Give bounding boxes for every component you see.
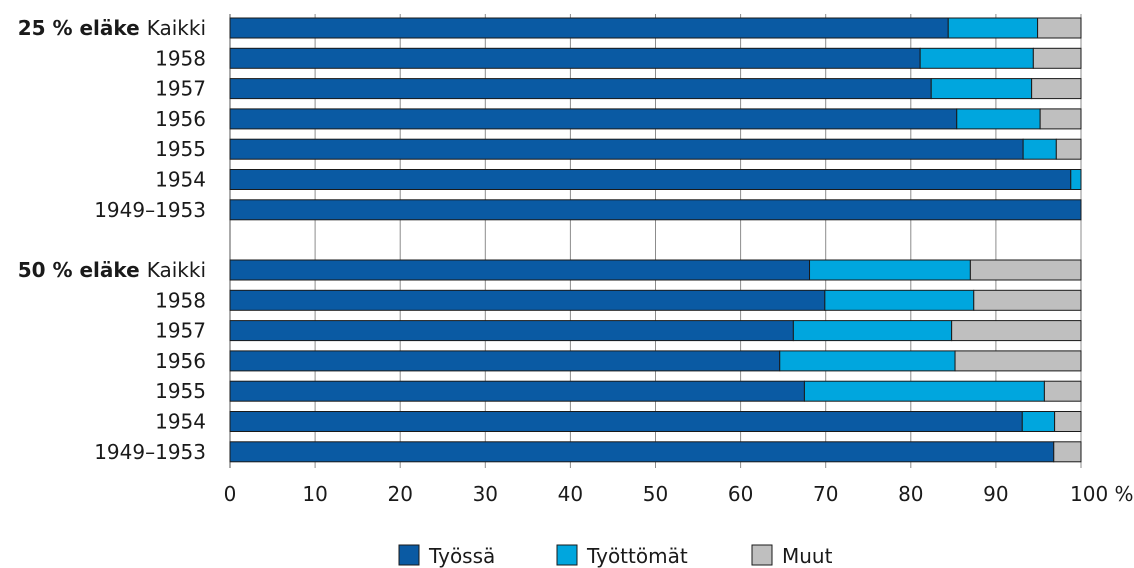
category-label: 1956 bbox=[155, 349, 206, 373]
category-label: 1957 bbox=[155, 77, 206, 101]
bar-segment-muut bbox=[973, 289, 1082, 311]
x-axis-ticks: 0 10 20 30 40 50 60 70 80 90 100 % bbox=[224, 482, 1134, 506]
legend-label: Työttömät bbox=[586, 544, 688, 568]
x-tick-label: 0 bbox=[224, 482, 237, 506]
bar-segment-ty-tt-m-t bbox=[1022, 138, 1057, 160]
bar-segment-ty-tt-m-t bbox=[779, 350, 956, 372]
bar-segment-ty-ss- bbox=[229, 169, 1072, 190]
bar-segment-muut bbox=[951, 320, 1082, 342]
bar-segment-ty-tt-m-t bbox=[919, 47, 1034, 69]
bar-segment-ty-ss- bbox=[229, 259, 811, 281]
category-label: 1956 bbox=[155, 107, 206, 131]
category-label: 1954 bbox=[155, 168, 206, 192]
bar-segment-muut bbox=[969, 259, 1082, 281]
category-label: 1958 bbox=[155, 288, 206, 312]
bar-segment-ty-ss- bbox=[229, 350, 781, 372]
bar-segment-ty-tt-m-t bbox=[930, 78, 1033, 100]
legend-swatch bbox=[751, 544, 773, 566]
bar-segment-ty-ss- bbox=[229, 47, 921, 69]
bar-segment-ty-ss- bbox=[229, 411, 1023, 432]
legend-swatch bbox=[556, 544, 578, 566]
legend-label: Työssä bbox=[428, 544, 495, 568]
legend-label: Muut bbox=[782, 544, 833, 568]
bar-segment-ty-ss- bbox=[229, 78, 932, 100]
bar-segment-ty-tt-m-t bbox=[1021, 411, 1056, 432]
bar-segment-ty-ss- bbox=[229, 138, 1024, 160]
group-prefix-label: 25 % eläke bbox=[18, 16, 147, 40]
bar-segment-muut bbox=[1037, 17, 1082, 39]
x-tick-label: 100 % bbox=[1070, 482, 1134, 506]
bar-segment-ty-ss- bbox=[229, 441, 1055, 463]
bar-segment-ty-tt-m-t bbox=[1070, 169, 1082, 190]
legend: Työssä Työttömät Muut bbox=[398, 544, 833, 568]
category-label: 1949–1953 bbox=[94, 440, 206, 464]
category-label: 1957 bbox=[155, 319, 206, 343]
legend-swatch bbox=[398, 544, 420, 566]
bars bbox=[229, 17, 1082, 463]
category-label: 25 % eläke Kaikki bbox=[18, 16, 206, 40]
category-label: 1958 bbox=[155, 46, 206, 70]
x-tick-label: 80 bbox=[898, 482, 923, 506]
bar-segment-muut bbox=[1055, 138, 1082, 160]
bar-segment-ty-tt-m-t bbox=[803, 380, 1045, 402]
x-tick-label: 90 bbox=[983, 482, 1008, 506]
bar-segment-muut bbox=[1039, 108, 1082, 130]
x-tick-label: 50 bbox=[643, 482, 668, 506]
bar-segment-ty-tt-m-t bbox=[947, 17, 1039, 39]
row-label: Kaikki bbox=[147, 258, 206, 282]
category-labels: 25 % eläke Kaikki 1958 1957 1956 1955 1954 194… bbox=[18, 16, 206, 464]
group-prefix-label: 50 % eläke bbox=[18, 258, 147, 282]
bar-segment-ty-ss- bbox=[229, 289, 826, 311]
bar-segment-ty-ss- bbox=[229, 199, 1082, 221]
category-label: 1949–1953 bbox=[94, 198, 206, 222]
x-tick-label: 30 bbox=[473, 482, 498, 506]
category-label: 50 % eläke Kaikki bbox=[18, 258, 206, 282]
bar-segment-ty-ss- bbox=[229, 17, 949, 39]
bar-segment-ty-ss- bbox=[229, 320, 794, 342]
bar-segment-muut bbox=[1032, 47, 1082, 69]
bar-segment-muut bbox=[1053, 441, 1082, 463]
bar-segment-ty-ss- bbox=[229, 380, 805, 402]
x-tick-label: 70 bbox=[813, 482, 838, 506]
x-tick-label: 40 bbox=[558, 482, 583, 506]
category-label: 1955 bbox=[155, 379, 206, 403]
bar-segment-muut bbox=[1043, 380, 1082, 402]
x-tick-label: 10 bbox=[302, 482, 327, 506]
bar-segment-ty-tt-m-t bbox=[824, 289, 975, 311]
bar-segment-ty-tt-m-t bbox=[809, 259, 971, 281]
bar-segment-muut bbox=[1031, 78, 1082, 100]
category-label: 1954 bbox=[155, 410, 206, 434]
bar-segment-ty-ss- bbox=[229, 108, 958, 130]
bar-segment-muut bbox=[1054, 411, 1082, 432]
bar-segment-muut bbox=[954, 350, 1082, 372]
bar-segment-ty-tt-m-t bbox=[956, 108, 1041, 130]
bar-segment-ty-tt-m-t bbox=[792, 320, 953, 342]
x-tick-label: 20 bbox=[387, 482, 412, 506]
row-label: Kaikki bbox=[147, 16, 206, 40]
x-tick-label: 60 bbox=[728, 482, 753, 506]
category-label: 1955 bbox=[155, 137, 206, 161]
